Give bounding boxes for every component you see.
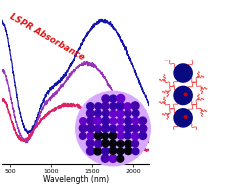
Circle shape bbox=[109, 110, 116, 117]
Circle shape bbox=[93, 117, 101, 125]
Circle shape bbox=[94, 140, 102, 148]
Circle shape bbox=[101, 133, 108, 139]
Circle shape bbox=[116, 148, 123, 155]
Circle shape bbox=[116, 125, 124, 132]
Circle shape bbox=[132, 148, 138, 155]
Text: LSPR Absorbance: LSPR Absorbance bbox=[8, 12, 86, 62]
Circle shape bbox=[124, 140, 131, 147]
Circle shape bbox=[86, 103, 94, 110]
Circle shape bbox=[109, 125, 116, 132]
Circle shape bbox=[94, 103, 101, 109]
Circle shape bbox=[94, 125, 101, 132]
Circle shape bbox=[124, 132, 130, 139]
Circle shape bbox=[109, 132, 116, 139]
Circle shape bbox=[131, 132, 138, 140]
Circle shape bbox=[101, 139, 109, 147]
Circle shape bbox=[117, 118, 123, 124]
Circle shape bbox=[183, 116, 186, 118]
Circle shape bbox=[87, 132, 94, 140]
Circle shape bbox=[139, 125, 146, 132]
Circle shape bbox=[79, 133, 86, 139]
Circle shape bbox=[101, 125, 109, 132]
Circle shape bbox=[131, 140, 138, 147]
Circle shape bbox=[87, 117, 94, 125]
Circle shape bbox=[109, 140, 116, 147]
Circle shape bbox=[130, 102, 138, 110]
Circle shape bbox=[173, 86, 192, 105]
Circle shape bbox=[116, 94, 124, 102]
Circle shape bbox=[109, 155, 116, 162]
Circle shape bbox=[124, 110, 130, 116]
Circle shape bbox=[101, 148, 109, 155]
Circle shape bbox=[116, 102, 124, 110]
Circle shape bbox=[139, 132, 146, 139]
Circle shape bbox=[124, 147, 131, 155]
Circle shape bbox=[124, 103, 130, 110]
Circle shape bbox=[101, 102, 108, 110]
Circle shape bbox=[101, 155, 108, 162]
Circle shape bbox=[101, 95, 109, 103]
Circle shape bbox=[79, 118, 86, 124]
Circle shape bbox=[94, 132, 102, 140]
Circle shape bbox=[183, 93, 186, 96]
Circle shape bbox=[109, 103, 116, 110]
Circle shape bbox=[117, 132, 124, 139]
Circle shape bbox=[86, 147, 94, 155]
Circle shape bbox=[124, 117, 131, 125]
X-axis label: Wavelength (nm): Wavelength (nm) bbox=[43, 175, 108, 184]
Circle shape bbox=[173, 108, 192, 128]
Circle shape bbox=[138, 117, 146, 125]
Circle shape bbox=[132, 110, 138, 117]
Circle shape bbox=[109, 95, 116, 102]
Circle shape bbox=[87, 124, 94, 132]
Circle shape bbox=[131, 124, 139, 132]
Circle shape bbox=[116, 155, 123, 162]
Circle shape bbox=[102, 110, 109, 117]
Circle shape bbox=[94, 110, 101, 117]
Circle shape bbox=[94, 147, 101, 155]
Circle shape bbox=[173, 63, 192, 83]
Circle shape bbox=[110, 118, 116, 124]
Circle shape bbox=[79, 124, 87, 132]
Circle shape bbox=[86, 110, 94, 117]
Circle shape bbox=[75, 91, 150, 166]
Circle shape bbox=[109, 147, 116, 154]
Circle shape bbox=[101, 117, 109, 125]
Circle shape bbox=[116, 110, 123, 117]
Circle shape bbox=[117, 140, 123, 147]
Circle shape bbox=[86, 139, 94, 147]
Circle shape bbox=[132, 118, 138, 124]
Circle shape bbox=[124, 125, 132, 132]
